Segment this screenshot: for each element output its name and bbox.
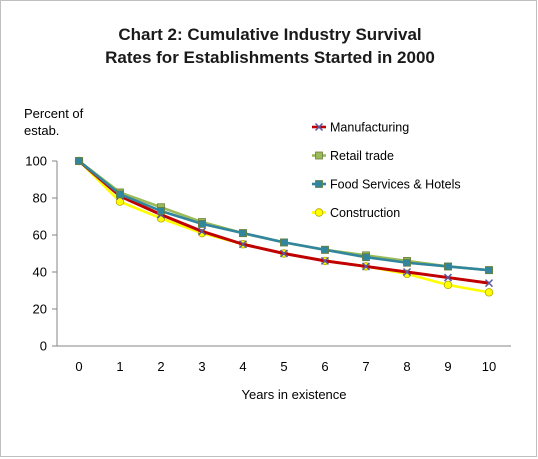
x-axis-ticks: 0 1 2 3 4 5 6 7 8 9 10 — [75, 359, 496, 374]
data-point-food-services-hotels — [362, 253, 370, 262]
data-point-food-services-hotels — [157, 207, 165, 215]
series-food-services-hotels — [75, 157, 493, 275]
legend-item-retail-trade: Retail trade — [312, 149, 394, 163]
chart-title-line-2: Rates for Establishments Started in 2000 — [105, 48, 435, 67]
x-tick-label: 10 — [482, 359, 496, 374]
data-point-food-services-hotels — [75, 157, 83, 165]
x-tick-label: 9 — [444, 359, 451, 374]
x-tick-label: 5 — [280, 359, 287, 374]
x-tick-label: 0 — [75, 359, 82, 374]
legend-label: Food Services & Hotels — [330, 178, 461, 192]
legend: Manufacturing Retail trade Food Services &… — [312, 121, 461, 220]
y-tick-label: 100 — [25, 154, 47, 169]
data-point-manufacturing — [484, 279, 494, 288]
data-point-food-services-hotels — [321, 245, 329, 254]
data-point-food-services-hotels — [239, 229, 247, 238]
x-tick-label: 3 — [198, 359, 205, 374]
x-axis-label: Years in existence — [241, 387, 346, 402]
legend-label: Construction — [330, 206, 400, 220]
x-tick-label: 6 — [321, 359, 328, 374]
data-point-manufacturing — [320, 256, 330, 265]
x-tick-label: 7 — [362, 359, 369, 374]
y-axis-label-line-1: Percent of — [24, 106, 84, 121]
series-layer — [74, 156, 494, 297]
y-tick-label: 40 — [33, 265, 47, 280]
legend-item-manufacturing: Manufacturing — [312, 121, 409, 135]
data-point-construction — [443, 280, 453, 290]
data-point-food-services-hotels — [485, 266, 493, 275]
x-tick-label: 8 — [403, 359, 410, 374]
legend-item-food-services-hotels: Food Services & Hotels — [312, 178, 461, 192]
legend-label: Retail trade — [330, 149, 394, 163]
data-point-food-services-hotels — [280, 238, 288, 247]
legend-marker — [315, 151, 323, 160]
data-point-manufacturing — [443, 273, 453, 282]
data-point-manufacturing — [197, 227, 207, 236]
x-tick-label: 4 — [239, 359, 246, 374]
data-point-food-services-hotels — [116, 190, 124, 199]
legend-marker — [314, 122, 324, 132]
data-point-construction — [484, 288, 494, 297]
y-tick-label: 80 — [33, 191, 47, 206]
x-tick-label: 2 — [157, 359, 164, 374]
legend-marker — [315, 180, 323, 188]
y-axis-label-line-2: estab. — [24, 123, 59, 138]
legend-marker — [314, 208, 324, 217]
y-tick-label: 0 — [40, 339, 47, 354]
data-point-food-services-hotels — [444, 262, 452, 271]
data-point-manufacturing — [238, 240, 248, 249]
data-point-manufacturing — [361, 262, 371, 271]
data-point-food-services-hotels — [198, 219, 206, 228]
y-axis-ticks: 0 20 40 60 80 100 — [25, 154, 57, 354]
legend-item-construction: Construction — [312, 206, 400, 220]
data-point-manufacturing — [279, 249, 289, 258]
x-tick-label: 1 — [116, 359, 123, 374]
y-tick-label: 60 — [33, 228, 47, 243]
chart-title-line-1: Chart 2: Cumulative Industry Survival — [118, 25, 421, 44]
legend-label: Manufacturing — [330, 121, 409, 135]
y-tick-label: 20 — [33, 302, 47, 317]
data-point-manufacturing — [402, 267, 412, 277]
data-point-food-services-hotels — [403, 258, 411, 267]
